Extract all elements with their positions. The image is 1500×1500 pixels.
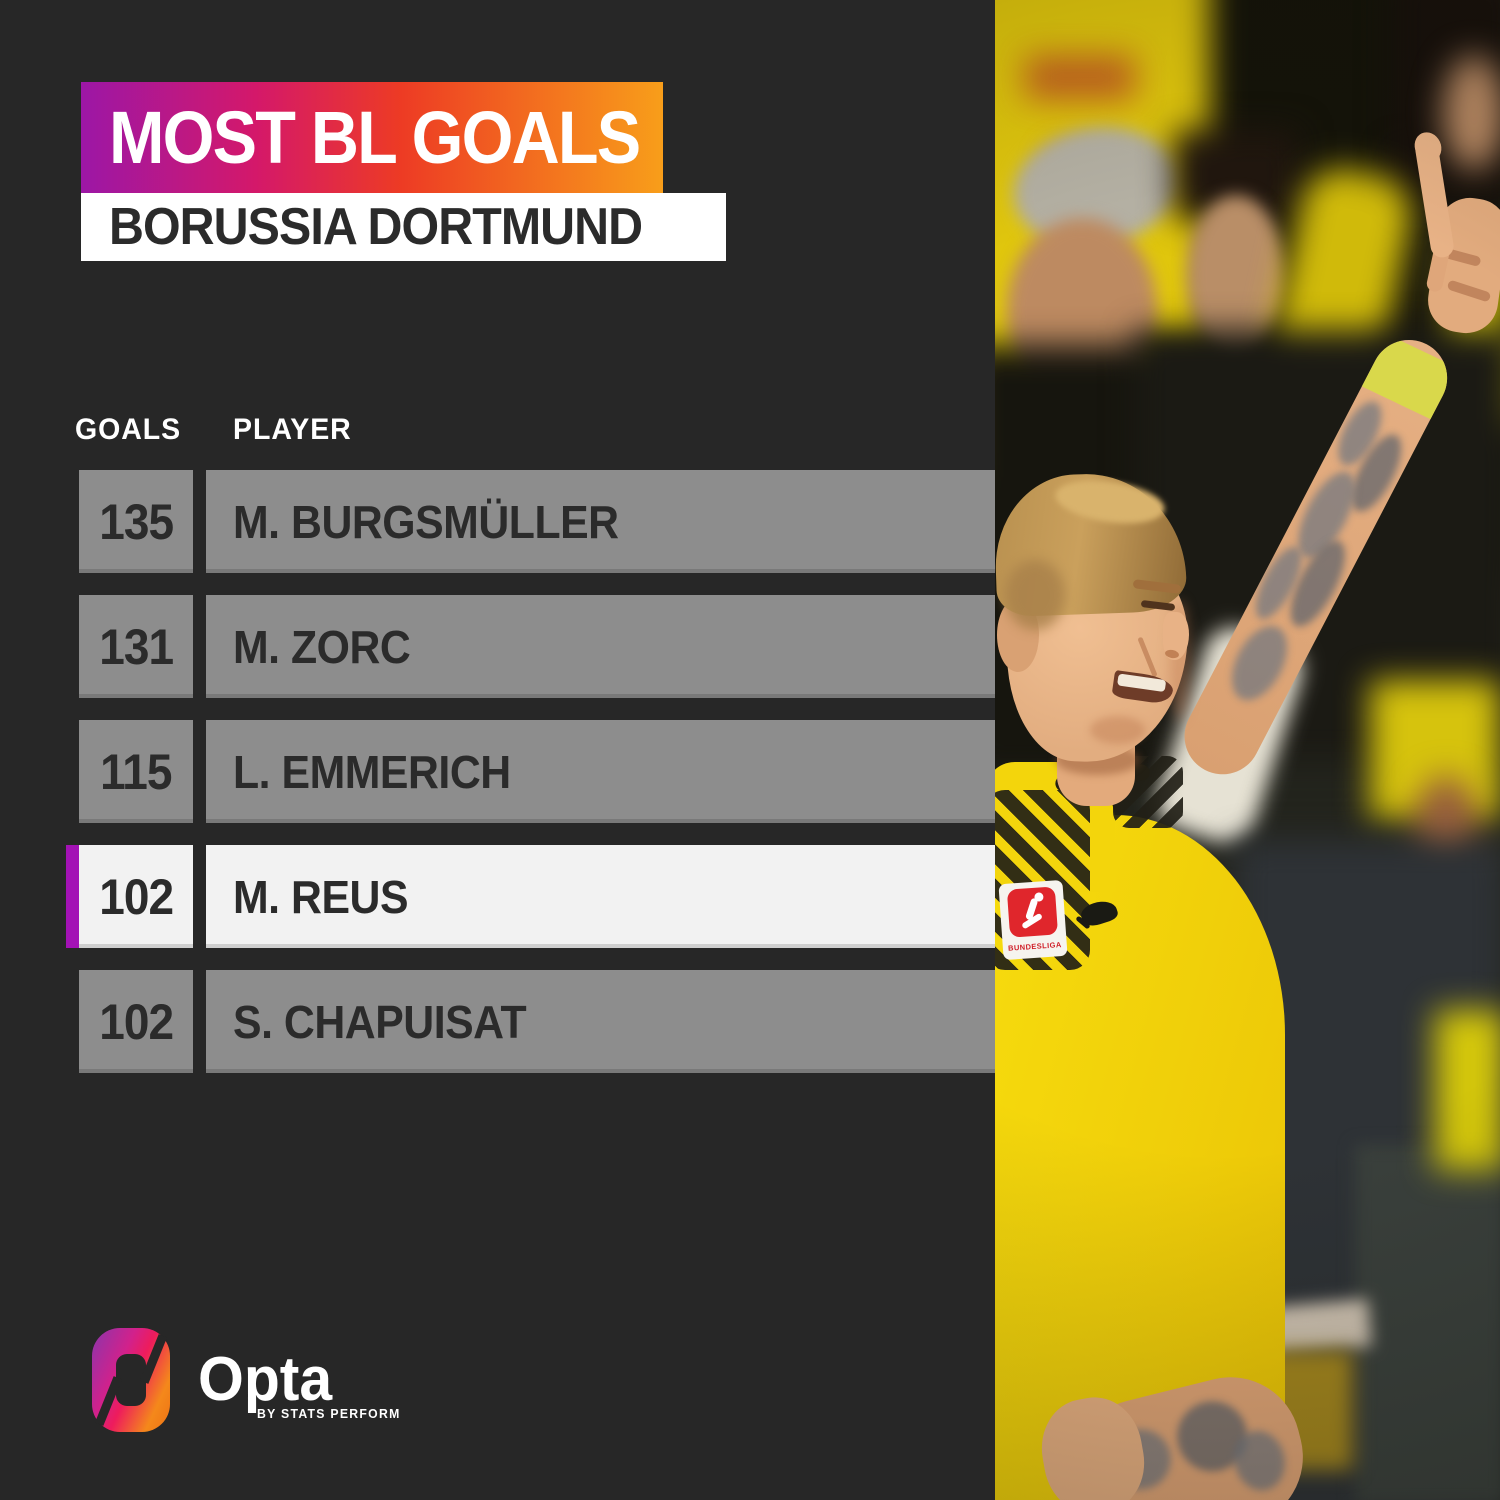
row-accent-bar — [66, 845, 79, 948]
column-header-goals: GOALS — [75, 413, 182, 446]
row-player-cell: L. EMMERICH — [206, 720, 995, 823]
row-player-cell: M. BURGSMÜLLER — [206, 470, 995, 573]
page-title: MOST BL GOALS — [109, 96, 641, 179]
subtitle-banner: BORUSSIA DORTMUND — [81, 193, 726, 261]
row-player-cell: M. ZORC — [206, 595, 995, 698]
row-goals-cell: 102 — [79, 970, 193, 1073]
row-player-cell: M. REUS — [206, 845, 995, 948]
row-goals-cell: 115 — [79, 720, 193, 823]
goals-value: 102 — [98, 868, 174, 925]
table-row: 115 L. EMMERICH — [66, 720, 995, 823]
fan-face — [1443, 55, 1500, 170]
player-name: M. REUS — [233, 870, 409, 923]
page-subtitle: BORUSSIA DORTMUND — [109, 198, 643, 256]
row-goals-cell: 135 — [79, 470, 193, 573]
row-accent-bar — [66, 595, 79, 698]
table-row: 135 M. BURGSMÜLLER — [66, 470, 995, 573]
row-player-cell: S. CHAPUISAT — [206, 970, 995, 1073]
row-goals-cell: 131 — [79, 595, 193, 698]
stadium-yellow-blur — [1435, 1010, 1500, 1170]
reus-chin-shade — [1090, 716, 1145, 744]
banner-red-mark — [1025, 55, 1135, 100]
row-accent-bar — [66, 470, 79, 573]
player-name: S. CHAPUISAT — [233, 995, 527, 1048]
brand-name: Opta — [198, 1345, 333, 1414]
player-name: M. BURGSMÜLLER — [233, 495, 619, 548]
fan-face — [1187, 195, 1285, 355]
brand-byline: BY STATS PERFORM — [257, 1407, 401, 1421]
opta-logo-icon — [92, 1328, 170, 1432]
player-name: M. ZORC — [233, 620, 411, 673]
stadium-column — [1355, 1145, 1500, 1500]
row-accent-bar — [66, 970, 79, 1073]
photo-vignette — [995, 0, 1500, 1500]
player-name: L. EMMERICH — [233, 745, 511, 798]
goals-value: 102 — [98, 993, 174, 1050]
photo-marco-reus: BUNDESLIGA — [995, 0, 1500, 1500]
title-banner: MOST BL GOALS — [81, 82, 663, 193]
table-row: 102 S. CHAPUISAT — [66, 970, 995, 1073]
goals-value: 115 — [100, 743, 172, 800]
table-row: 102 M. REUS — [66, 845, 995, 948]
goals-value: 131 — [98, 618, 174, 675]
row-goals-cell: 102 — [79, 845, 193, 948]
goals-value: 135 — [98, 493, 174, 550]
reus-hair-fade — [1005, 560, 1065, 630]
column-header-player: PLAYER — [233, 413, 352, 446]
row-accent-bar — [66, 720, 79, 823]
table-row: 131 M. ZORC — [66, 595, 995, 698]
table-rows: 135 M. BURGSMÜLLER 131 M. ZORC 115 L. EM… — [66, 470, 995, 1073]
